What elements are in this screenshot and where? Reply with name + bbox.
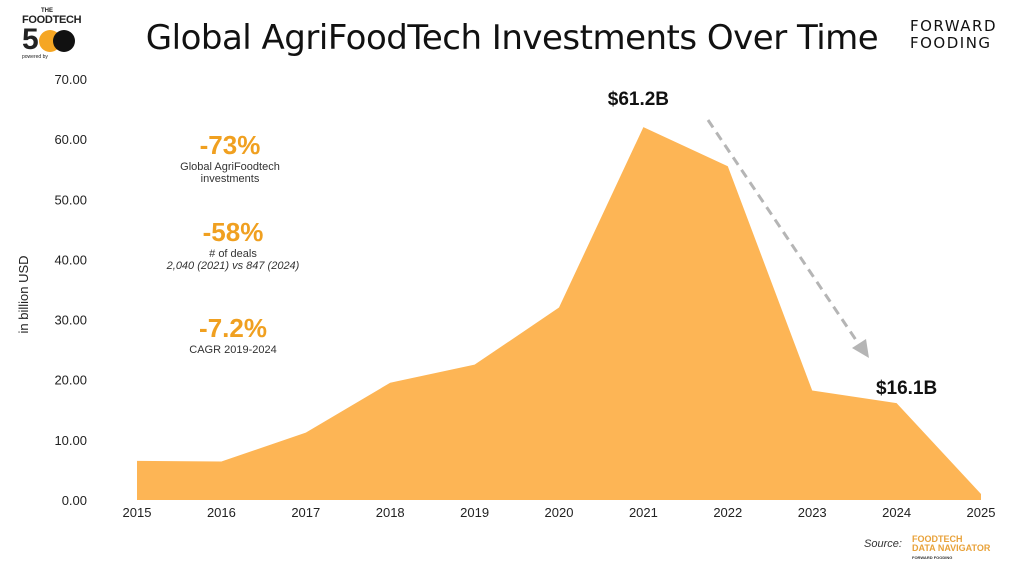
source-brand-line3: FORWARD FOODING (912, 555, 953, 560)
source-label: Source: (864, 538, 902, 550)
x-tick-label: 2019 (460, 505, 489, 520)
stat-investments-label2: investments (200, 173, 260, 185)
source-brand-line2: DATA NAVIGATOR (912, 543, 991, 553)
x-tick-label: 2017 (291, 505, 320, 520)
trend-arrow-line (706, 119, 862, 347)
forward-fooding-logo: FORWARD FOODING (910, 18, 997, 52)
foodtech-500-logo: THE FOODTECH 5 powered by (22, 8, 86, 72)
y-tick-label: 30.00 (54, 313, 87, 328)
x-tick-label: 2021 (629, 505, 658, 520)
x-tick-label: 2025 (967, 505, 996, 520)
page-title: Global AgriFoodTech Investments Over Tim… (145, 18, 879, 58)
stat-deals-label: # of deals (209, 248, 257, 260)
stat-deals-sub: 2,040 (2021) vs 847 (2024) (166, 260, 300, 272)
y-tick-label: 10.00 (54, 433, 87, 448)
y-tick-label: 50.00 (54, 192, 87, 207)
x-tick-label: 2023 (798, 505, 827, 520)
stat-investments-label: Global AgriFoodtech (180, 161, 280, 173)
stat-deals-value: -58% (202, 217, 264, 247)
y-tick-label: 70.00 (54, 72, 87, 87)
logo-circle-black (52, 30, 75, 53)
x-tick-label: 2024 (882, 505, 911, 520)
annotations: $61.2B $16.1B (608, 89, 937, 399)
x-tick-label: 2022 (713, 505, 742, 520)
x-tick-label: 2015 (123, 505, 152, 520)
plot-area (137, 127, 981, 500)
x-tick-label: 2016 (207, 505, 236, 520)
x-axis: 2015 2016 2017 2018 2019 2020 2021 2022 2023 2024… (123, 505, 996, 520)
y-axis-label: in billion USD (16, 255, 31, 333)
source-brand-line1: FOODTECH (912, 534, 963, 544)
peak-value-label: $61.2B (608, 89, 669, 110)
stat-cagr: -7.2% CAGR 2019-2024 (150, 313, 316, 356)
stat-cagr-value: -7.2% (199, 313, 267, 343)
logo-foodtech: FOODTECH (22, 14, 82, 26)
investment-area (137, 127, 981, 500)
stat-investments-value: -73% (199, 130, 261, 160)
logo-forward: FORWARD (910, 17, 997, 35)
stat-investments: -73% Global AgriFoodtech investments (150, 130, 310, 185)
logo-the: THE (41, 8, 53, 14)
source-logo: FOODTECH DATA NAVIGATOR FORWARD FOODING (912, 535, 990, 562)
y-tick-label: 0.00 (62, 493, 87, 508)
stat-deals: -58% # of deals 2,040 (2021) vs 847 (202… (150, 217, 316, 272)
logo-fooding: FOODING (910, 34, 992, 52)
x-tick-label: 2020 (545, 505, 574, 520)
stat-cagr-label: CAGR 2019-2024 (189, 344, 277, 356)
y-axis: 0.00 10.00 20.00 30.00 40.00 50.00 60.00 70.00 i… (16, 72, 87, 508)
logo-powered-by: powered by (22, 54, 48, 60)
y-tick-label: 20.00 (54, 373, 87, 388)
y-tick-label: 40.00 (54, 252, 87, 267)
y-tick-label: 60.00 (54, 132, 87, 147)
latest-value-label: $16.1B (876, 378, 937, 399)
trend-arrow-head (852, 339, 869, 358)
x-tick-label: 2018 (376, 505, 405, 520)
logo-500: 5 (22, 25, 86, 55)
